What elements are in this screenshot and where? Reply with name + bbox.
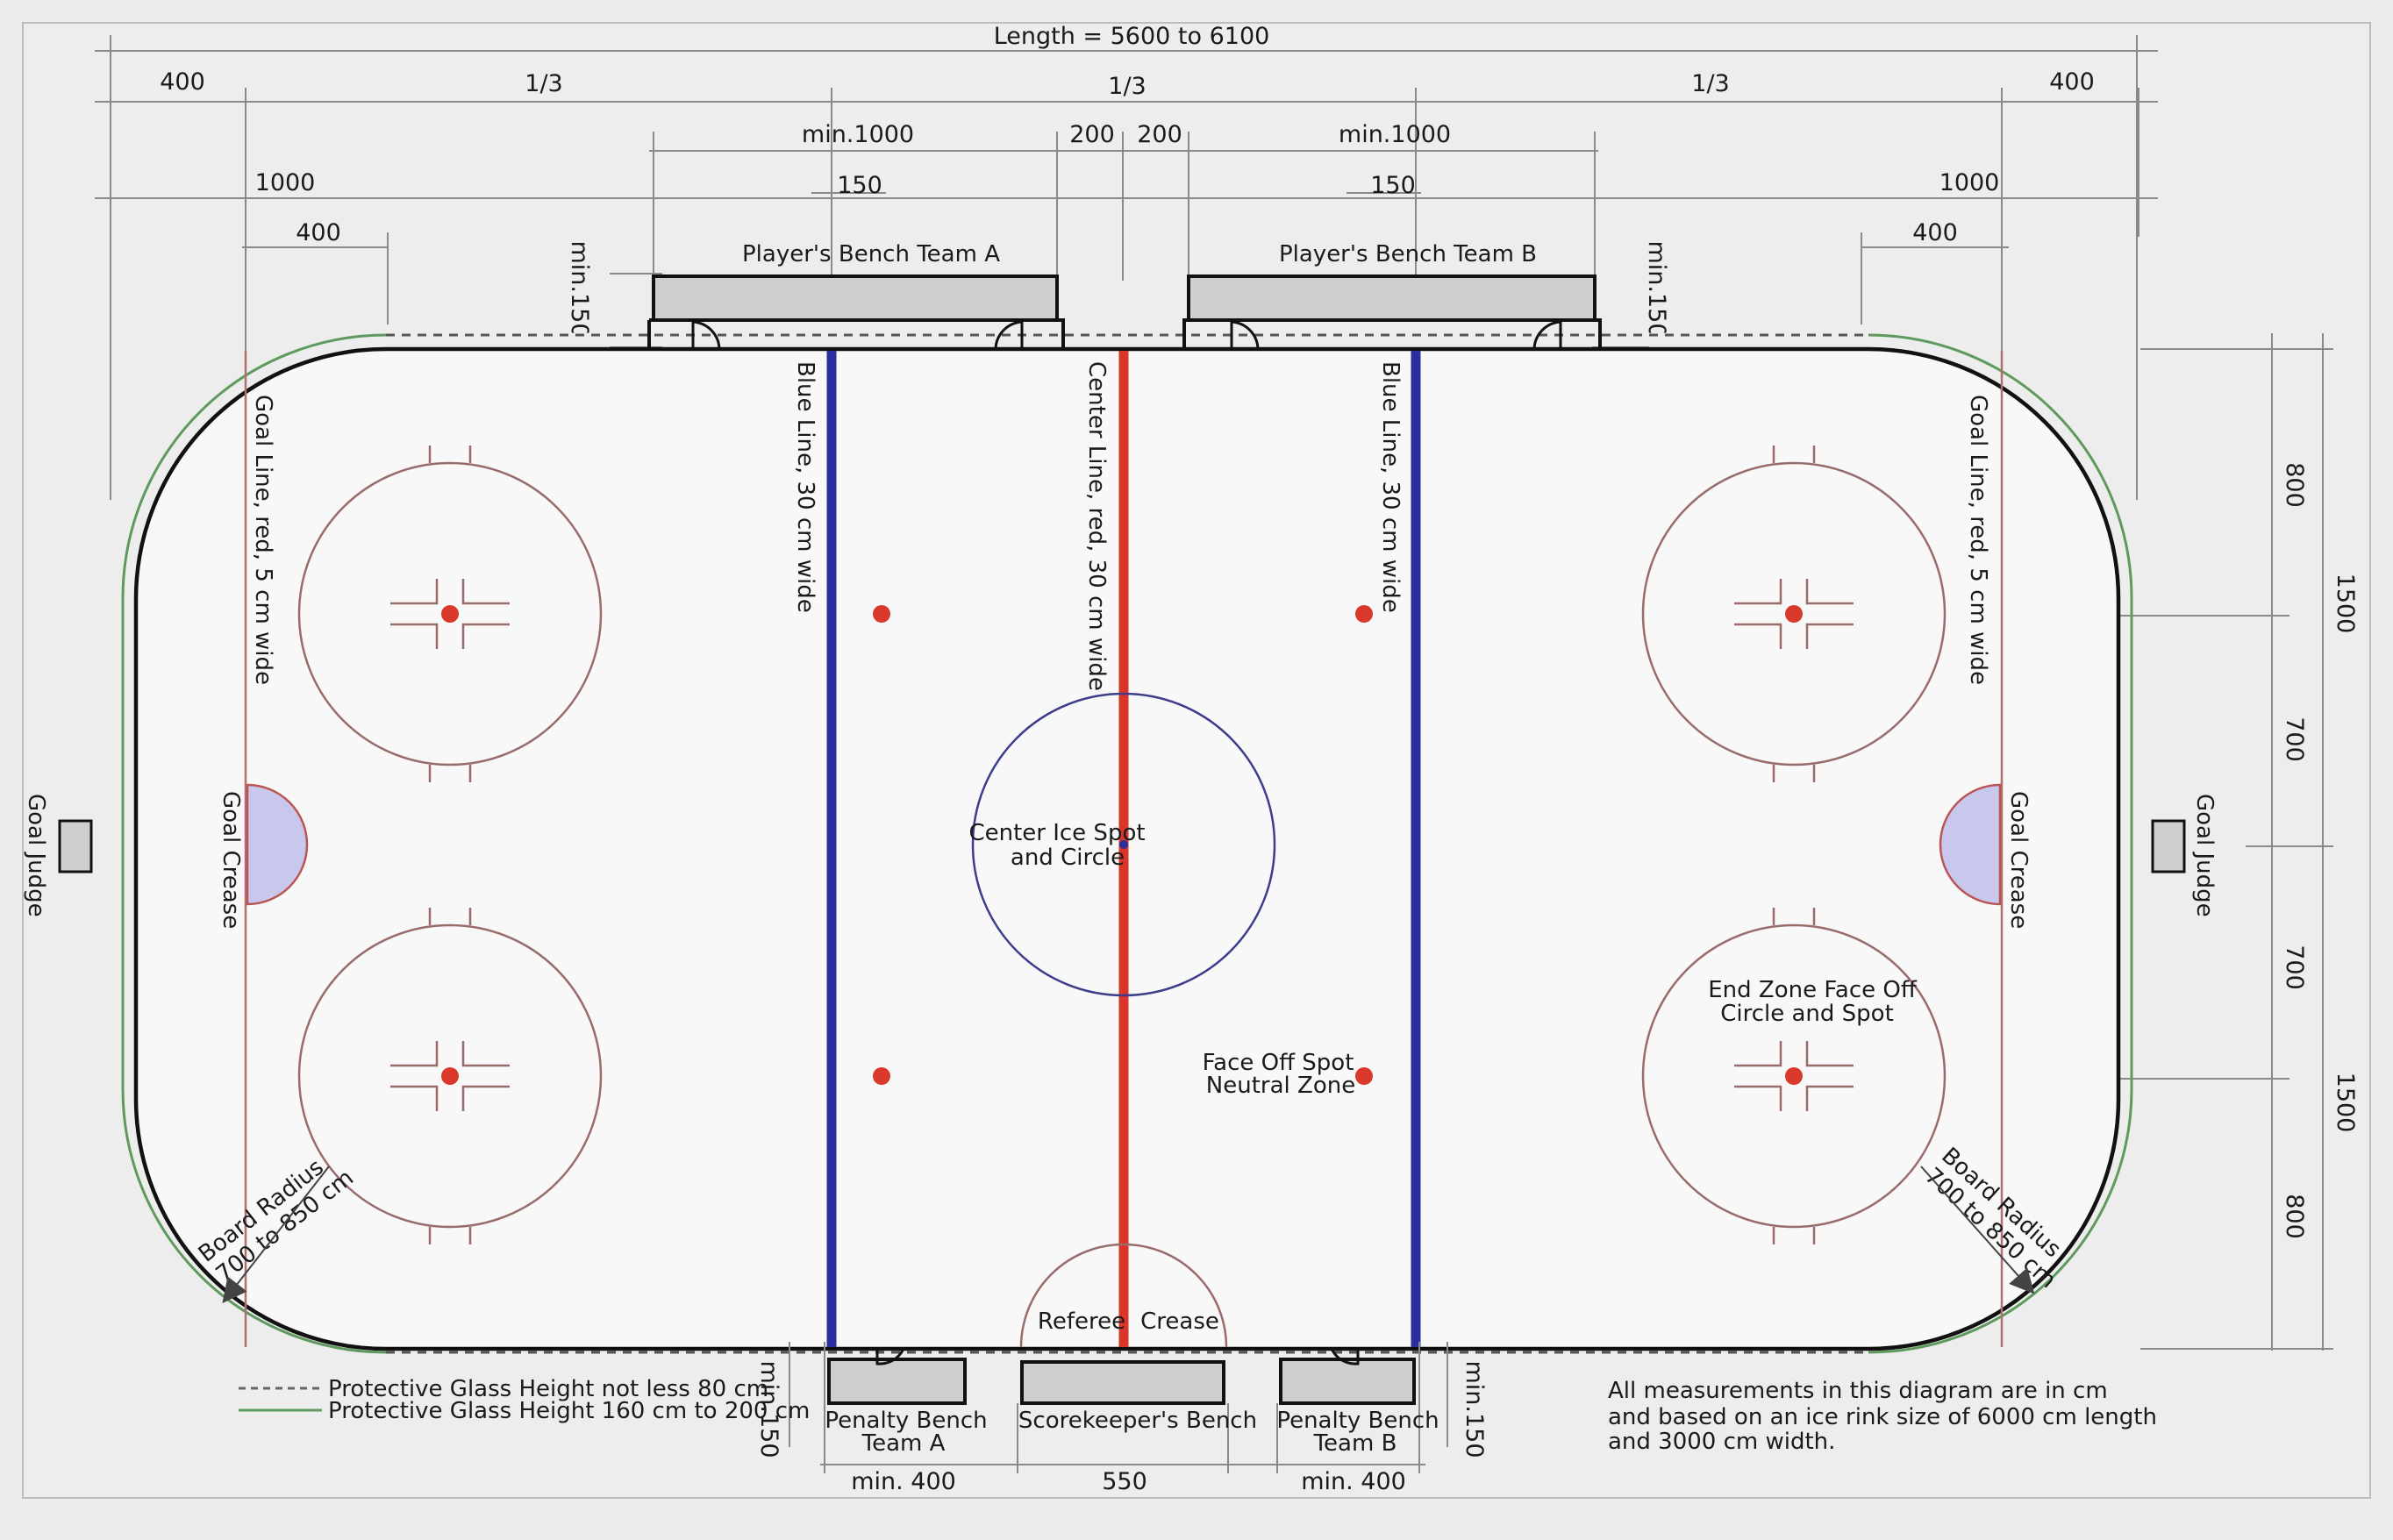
center-ice-label-2: and Circle bbox=[1011, 845, 1125, 871]
goal-line-left-label: Goal Line, red, 5 cm wide bbox=[250, 395, 276, 685]
goal-judge-left-label: Goal Judge bbox=[23, 794, 49, 917]
scorekeeper-550: 550 bbox=[1102, 1468, 1147, 1495]
faceoff-circle-bottom-right bbox=[1641, 908, 1947, 1244]
center-ice-spot bbox=[1119, 840, 1128, 849]
referee-crease bbox=[1019, 1243, 1228, 1348]
center-ice-label-1: Center Ice Spot bbox=[968, 820, 1145, 846]
inner-400-right: 400 bbox=[1912, 219, 1958, 246]
bench-min150-right: min.150 bbox=[1643, 240, 1670, 338]
legend-solid-label: Protective Glass Height 160 cm to 200 cm bbox=[328, 1398, 810, 1424]
goal-crease-right-label: Goal Crease bbox=[2005, 791, 2032, 929]
penalty-bench-b-label-1: Penalty Bench bbox=[1276, 1408, 1439, 1434]
neutral-spot-top-left bbox=[873, 605, 890, 623]
scorekeeper-label: Scorekeeper's Bench bbox=[1018, 1408, 1257, 1434]
inner-400-left: 400 bbox=[296, 219, 341, 246]
board-radius-right-arrow bbox=[1920, 1166, 2035, 1294]
players-bench-a-label: Player's Bench Team A bbox=[742, 241, 1000, 267]
penalty-bench-a-label-2: Team A bbox=[861, 1430, 946, 1457]
penalty-a-min400: min. 400 bbox=[851, 1468, 956, 1495]
neutral-faceoff-label-2: Neutral Zone bbox=[1206, 1073, 1355, 1099]
neutral-spot-bottom-left bbox=[873, 1067, 890, 1085]
third-center: 1/3 bbox=[1108, 73, 1146, 100]
faceoff-spot-bottom-right bbox=[1785, 1067, 1803, 1085]
goal-crease-left-label: Goal Crease bbox=[218, 791, 244, 929]
players-bench-team-a bbox=[647, 274, 1065, 349]
note-line-2: and based on an ice rink size of 6000 cm… bbox=[1608, 1404, 2157, 1430]
bench-min150-left: min.150 bbox=[566, 240, 593, 338]
note-line-3: and 3000 cm width. bbox=[1608, 1429, 1835, 1455]
scorekeepers-bench bbox=[1020, 1360, 1225, 1405]
penalty-a-min150: min.150 bbox=[755, 1360, 782, 1458]
gap-200-right: 200 bbox=[1137, 121, 1182, 148]
neutral-spot-top-right bbox=[1355, 605, 1373, 623]
length-label: Length = 5600 to 6100 bbox=[994, 23, 1270, 50]
end-400-right: 400 bbox=[2049, 68, 2095, 96]
penalty-b-min400: min. 400 bbox=[1301, 1468, 1406, 1495]
goal-judge-right-label: Goal Judge bbox=[2191, 794, 2218, 917]
board-radius-left-arrow bbox=[222, 1166, 330, 1304]
note-line-1: All measurements in this diagram are in … bbox=[1608, 1378, 2108, 1404]
bench-min1000-right: min.1000 bbox=[1339, 121, 1451, 148]
penalty-bench-team-a bbox=[827, 1348, 967, 1405]
neutral-spot-bottom-right bbox=[1355, 1067, 1373, 1085]
end-zone-faceoff-label-2: Circle and Spot bbox=[1720, 1001, 1894, 1027]
penalty-bench-team-b bbox=[1279, 1348, 1416, 1405]
right-1500-upper: 1500 bbox=[2332, 574, 2359, 634]
blue-line-right-label: Blue Line, 30 cm wide bbox=[1377, 361, 1404, 613]
right-800-bottom: 800 bbox=[2281, 1194, 2308, 1239]
faceoff-circle-top-right bbox=[1641, 446, 1947, 782]
penalty-bench-b-label-2: Team B bbox=[1313, 1430, 1397, 1457]
neutral-faceoff-label-1: Face Off Spot bbox=[1203, 1050, 1354, 1076]
faceoff-circle-bottom-left bbox=[297, 908, 603, 1244]
crease-label: Crease bbox=[1140, 1308, 1219, 1335]
goal-crease-right bbox=[1939, 783, 2002, 906]
blue-line-left-label: Blue Line, 30 cm wide bbox=[792, 361, 818, 613]
right-700-upper: 700 bbox=[2281, 717, 2308, 762]
goal-line-right-label: Goal Line, red, 5 cm wide bbox=[1965, 395, 1991, 685]
center-ice-circle bbox=[971, 692, 1276, 997]
right-700-lower: 700 bbox=[2281, 945, 2308, 990]
referee-label: Referee bbox=[1038, 1308, 1125, 1335]
goal-crease-left bbox=[246, 783, 309, 906]
goal-judge-box-left bbox=[58, 819, 93, 873]
third-right: 1/3 bbox=[1691, 70, 1729, 97]
top-dimensions bbox=[95, 35, 2158, 500]
end-400-left: 400 bbox=[160, 68, 205, 96]
end-zone-faceoff-label-1: End Zone Face Off bbox=[1708, 977, 1918, 1003]
legend-dashed-label: Protective Glass Height not less 80 cm bbox=[328, 1376, 768, 1402]
faceoff-spot-top-right bbox=[1785, 605, 1803, 623]
end-1000-left: 1000 bbox=[255, 169, 316, 196]
end-1000-right: 1000 bbox=[1939, 169, 2000, 196]
faceoff-spot-top-left bbox=[441, 605, 459, 623]
bottom-dimensions bbox=[789, 1342, 1448, 1473]
center-line-label: Center Line, red, 30 cm wide bbox=[1083, 361, 1110, 691]
faceoff-circle-top-left bbox=[297, 446, 603, 782]
faceoff-spot-bottom-left bbox=[441, 1067, 459, 1085]
bench-150-right: 150 bbox=[1370, 172, 1416, 199]
players-bench-b-label: Player's Bench Team B bbox=[1279, 241, 1537, 267]
right-1500-lower: 1500 bbox=[2332, 1073, 2359, 1133]
players-bench-team-b bbox=[1182, 274, 1602, 349]
right-800-top: 800 bbox=[2281, 462, 2308, 508]
bench-min1000-left: min.1000 bbox=[802, 121, 914, 148]
penalty-bench-a-label-1: Penalty Bench bbox=[825, 1408, 987, 1434]
penalty-b-min150: min.150 bbox=[1461, 1360, 1488, 1458]
gap-200-left: 200 bbox=[1069, 121, 1115, 148]
third-left: 1/3 bbox=[525, 70, 562, 97]
bench-150-left: 150 bbox=[837, 172, 882, 199]
goal-judge-box-right bbox=[2151, 819, 2186, 873]
